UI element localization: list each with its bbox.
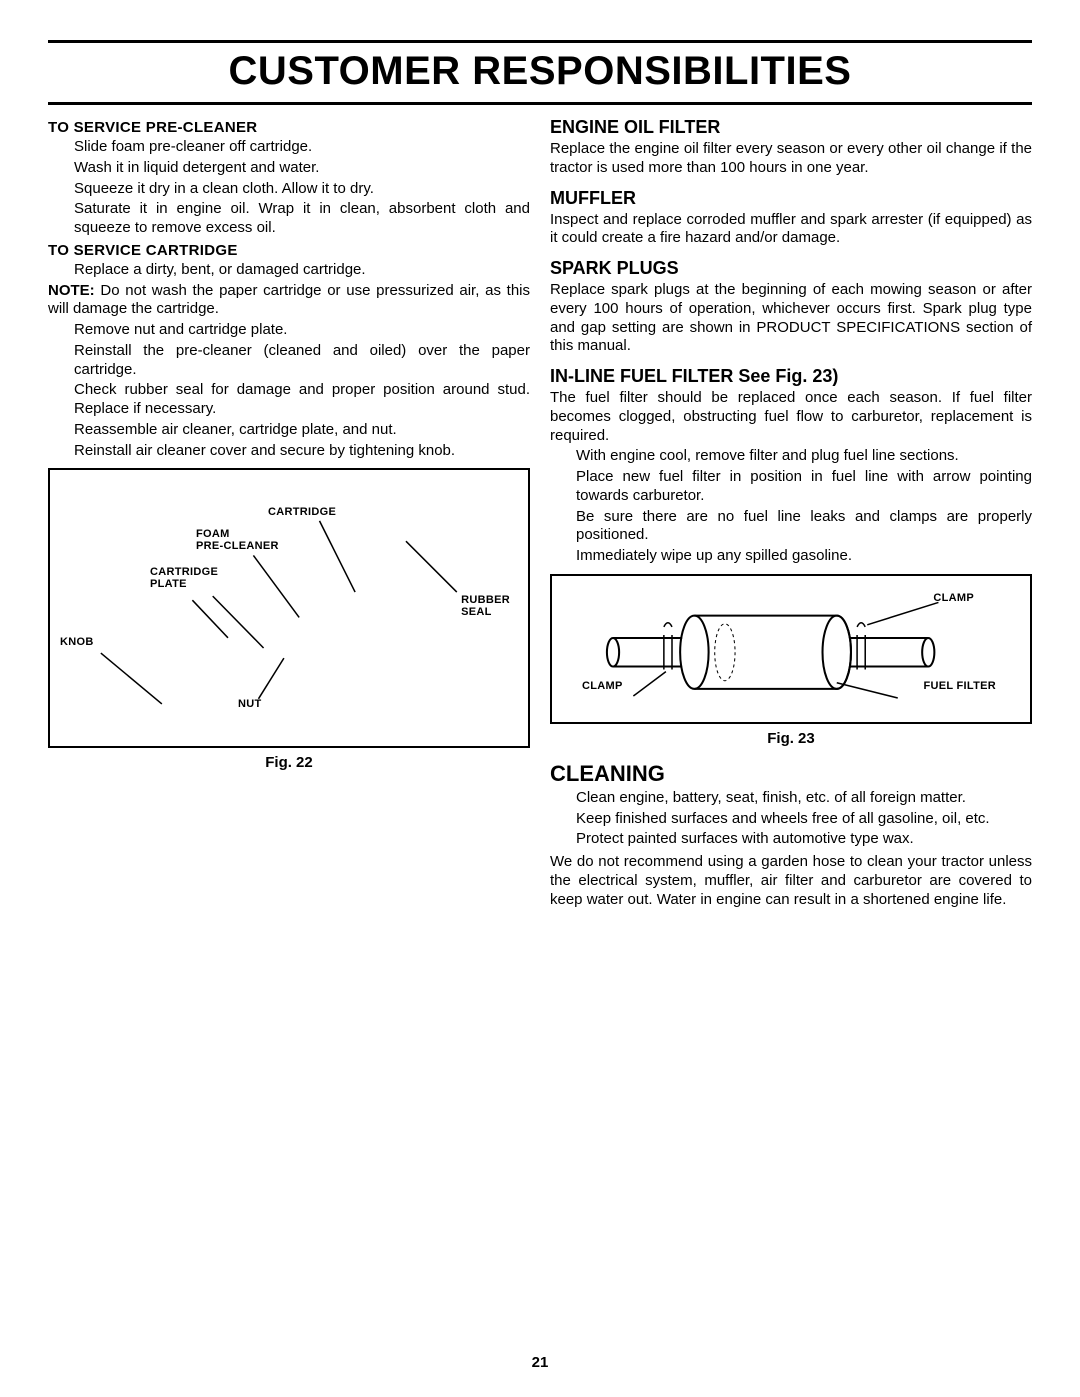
fig22-label-plate: CARTRIDGEPLATE	[150, 566, 218, 590]
cartridge-heading: TO SERVICE CARTRIDGE	[48, 242, 530, 259]
right-column: ENGINE OIL FILTER Replace the engine oil…	[550, 117, 1032, 911]
fuel-step: Immediately wipe up any spilled gasoline…	[550, 547, 1032, 566]
figure-23: CLAMP CLAMP FUEL FILTER	[550, 574, 1032, 724]
muffler-heading: MUFFLER	[550, 188, 1032, 209]
fuel-heading: IN-LINE FUEL FILTER See Fig. 23)	[550, 366, 1032, 387]
cleaning-paragraph: We do not recommend using a garden hose …	[550, 853, 1032, 909]
cleaning-step: Keep finished surfaces and wheels free o…	[550, 810, 1032, 829]
cartridge-step: Reinstall the pre-cleaner (cleaned and o…	[48, 342, 530, 380]
figure-23-caption: Fig. 23	[550, 730, 1032, 747]
cleaning-heading: CLEANING	[550, 761, 1032, 787]
figure-22-caption: Fig. 22	[48, 754, 530, 771]
fig22-label-knob: KNOB	[60, 636, 94, 648]
cartridge-step: Remove nut and cartridge plate.	[48, 321, 530, 340]
engine-oil-text: Replace the engine oil filter every seas…	[550, 140, 1032, 178]
cartridge-step: Reassemble air cleaner, cartridge plate,…	[48, 421, 530, 440]
precleaner-step: Saturate it in engine oil. Wrap it in cl…	[48, 200, 530, 238]
fig22-label-foam: FOAMPRE-CLEANER	[196, 528, 279, 552]
page-title: CUSTOMER RESPONSIBILITIES	[48, 40, 1032, 105]
cartridge-step: Reinstall air cleaner cover and secure b…	[48, 442, 530, 461]
cartridge-step: Check rubber seal for damage and proper …	[48, 381, 530, 419]
note-label: NOTE:	[48, 282, 95, 299]
fig23-label-fuel-filter: FUEL FILTER	[923, 680, 996, 692]
fig22-label-cartridge: CARTRIDGE	[268, 506, 336, 518]
precleaner-step: Squeeze it dry in a clean cloth. Allow i…	[48, 180, 530, 199]
muffler-text: Inspect and replace corroded muffler and…	[550, 211, 1032, 249]
left-column: TO SERVICE PRE-CLEANER Slide foam pre-cl…	[48, 117, 530, 911]
fuel-step: With engine cool, remove filter and plug…	[550, 447, 1032, 466]
spark-text: Replace spark plugs at the beginning of …	[550, 281, 1032, 356]
note-body: Do not wash the paper cartridge or use p…	[48, 282, 530, 318]
precleaner-step: Wash it in liquid detergent and water.	[48, 159, 530, 178]
fuel-text: The fuel filter should be replaced once …	[550, 389, 1032, 445]
cleaning-step: Protect painted surfaces with automotive…	[550, 830, 1032, 849]
precleaner-heading: TO SERVICE PRE-CLEANER	[48, 119, 530, 136]
figure-22: CARTRIDGE FOAMPRE-CLEANER CARTRIDGEPLATE…	[48, 468, 530, 748]
fig22-label-rubber: RUBBERSEAL	[461, 594, 510, 618]
engine-oil-heading: ENGINE OIL FILTER	[550, 117, 1032, 138]
fig23-label-clamp-top: CLAMP	[933, 592, 974, 604]
spark-heading: SPARK PLUGS	[550, 258, 1032, 279]
content-columns: TO SERVICE PRE-CLEANER Slide foam pre-cl…	[48, 117, 1032, 911]
fuel-step: Be sure there are no fuel line leaks and…	[550, 508, 1032, 546]
cartridge-step: Replace a dirty, bent, or damaged cartri…	[48, 261, 530, 280]
cleaning-step: Clean engine, battery, seat, finish, etc…	[550, 789, 1032, 808]
precleaner-step: Slide foam pre-cleaner off cartridge.	[48, 138, 530, 157]
fig22-label-nut: NUT	[238, 698, 262, 710]
fig23-label-clamp-bottom: CLAMP	[582, 680, 623, 692]
fuel-step: Place new fuel filter in position in fue…	[550, 468, 1032, 506]
page-number: 21	[0, 1354, 1080, 1371]
note-text: NOTE: Do not wash the paper cartridge or…	[48, 282, 530, 320]
